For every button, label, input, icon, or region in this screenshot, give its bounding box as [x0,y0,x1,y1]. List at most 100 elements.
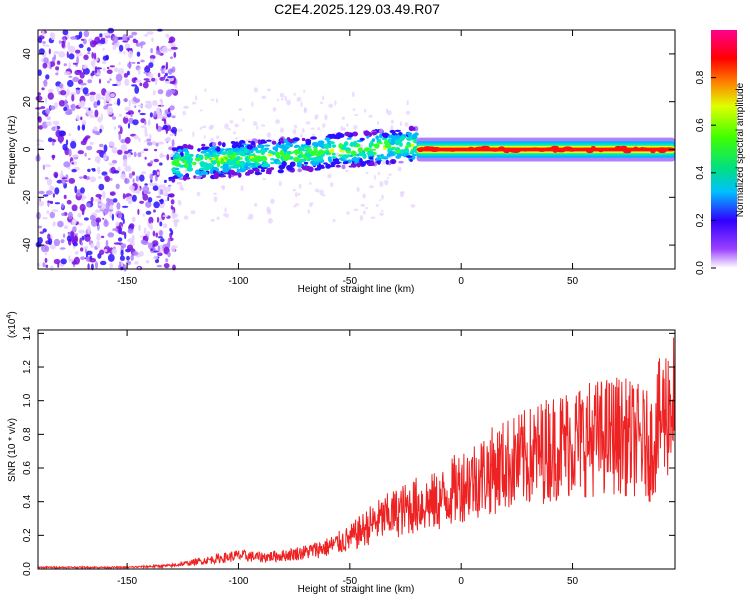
heatmap-cell [260,140,267,144]
y-tick-label: -20 [22,190,33,205]
heatmap-cell [145,80,151,83]
heatmap-cell [56,179,63,184]
heatmap-cell [49,265,54,272]
heatmap-cell [363,147,371,152]
heatmap-cell [266,139,272,142]
heatmap-cell [88,157,91,161]
heatmap-cell [221,142,226,148]
heatmap-cell [401,135,405,141]
heatmap-cell [63,106,68,112]
heatmap-cell [286,151,291,155]
heatmap-cell [47,89,54,93]
heatmap-cell [65,139,69,146]
heatmap-cell [591,146,596,149]
heatmap-cell [146,31,154,35]
heatmap-cell [68,45,76,53]
heatmap-cell [72,242,78,247]
heatmap-cell [128,35,134,39]
heatmap-cell [171,209,174,215]
snr-panel: -150 -100 -50 0 50 0.0 0.2 0.4 0.6 0.8 1.0 1.2 1.4 H… [6,311,676,595]
heatmap-cell [38,190,45,195]
heatmap-cell [75,49,81,54]
heatmap-cell [156,107,160,114]
heatmap-cell [113,67,119,73]
heatmap-cell [59,83,63,89]
heatmap-cell [131,194,137,202]
heatmap-cell [86,145,93,151]
heatmap-cell [352,140,358,147]
heatmap-cell [153,110,157,118]
heatmap-cell [81,192,85,198]
heatmap-cell [293,92,296,96]
x-tick-label: 0 [458,576,464,587]
heatmap-cell [135,175,139,182]
heatmap-cell [227,166,233,169]
heatmap-cell [150,160,154,164]
heatmap-cell [115,221,120,227]
heatmap-cell [61,203,64,209]
heatmap-cell [399,121,403,127]
heatmap-cell [365,207,369,210]
heatmap-cell [78,31,83,39]
heatmap-cell [163,119,167,125]
heatmap-cell [619,147,624,151]
heatmap-cell [234,164,241,168]
heatmap-cell [375,157,381,161]
heatmap-cell [341,164,346,170]
heatmap-cell [53,238,61,247]
heatmap-cell [164,80,170,84]
heatmap-cell [61,40,65,48]
heatmap-cell [165,33,170,38]
heatmap-cell [307,209,310,214]
heatmap-cell [254,202,258,207]
heatmap-cell [168,40,173,44]
heatmap-cell [283,138,288,144]
heatmap-cell [365,171,369,175]
heatmap-cell [103,32,111,36]
heatmap-cell [169,105,175,111]
heatmap-cell [111,213,115,221]
heatmap-cell [79,72,85,79]
heatmap-cell [37,237,43,244]
heatmap-cell [352,108,356,111]
heatmap-cell [423,146,432,150]
heatmap-cell [96,149,104,154]
heatmap-cell [40,106,46,109]
heatmap-cell [315,161,320,166]
heatmap-cell [59,247,66,250]
heatmap-cell [112,83,118,87]
y-tick-label: -40 [22,237,33,252]
heatmap-cell [319,189,324,196]
heatmap-cell [62,233,66,238]
heatmap-cell [144,126,148,135]
heatmap-cell [70,36,77,40]
heatmap-cell [184,151,190,157]
x-tick-label: -50 [343,576,358,587]
heatmap-cell [161,65,166,69]
heatmap-cell [192,161,197,166]
heatmap-cell [390,119,394,124]
heatmap-cell [348,165,354,168]
heatmap-cell [607,147,616,151]
colorbar-tick-label: 0.0 [695,261,706,275]
heatmap-cell [227,128,231,131]
heatmap-cell [396,134,400,140]
heatmap-cell [314,188,320,193]
heatmap-cell [260,144,265,148]
heatmap-cell [167,196,170,201]
heatmap-cell [286,137,291,141]
heatmap-cell [475,146,484,150]
heatmap-cell [62,29,69,36]
heatmap-cell [144,156,147,160]
heatmap-cell [146,138,152,142]
heatmap-cell [213,192,217,195]
heatmap-cell [356,162,361,168]
heatmap-cell [148,62,154,68]
heatmap-cell [89,257,97,263]
heatmap-cell [322,95,325,101]
heatmap-cell [83,136,89,141]
heatmap-cell [300,133,303,138]
heatmap-cell [134,261,139,265]
heatmap-cell [214,171,219,178]
heatmap-cell [90,242,94,249]
